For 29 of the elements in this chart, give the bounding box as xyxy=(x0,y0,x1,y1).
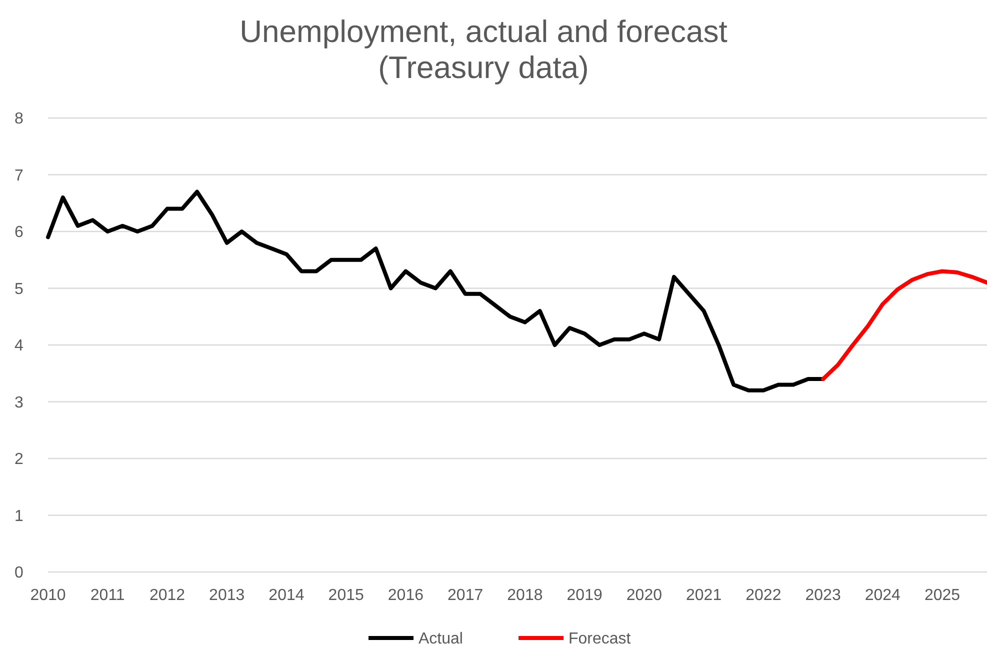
line-series xyxy=(821,269,987,382)
y-tick-label: 8 xyxy=(14,110,24,128)
x-tick-label: 2024 xyxy=(864,587,901,604)
x-tick-label: 2020 xyxy=(626,587,662,604)
x-tick-label: 2017 xyxy=(448,587,484,604)
x-tick-label: 2022 xyxy=(746,587,782,604)
y-tick-label: 7 xyxy=(14,167,24,184)
x-tick-label: 2011 xyxy=(90,587,125,604)
x-tick-label: 2010 xyxy=(30,587,66,604)
y-tick-label: 6 xyxy=(14,224,24,242)
x-tick-label: 2019 xyxy=(566,587,602,604)
y-tick-label: 5 xyxy=(14,280,24,298)
x-tick-label: 2023 xyxy=(805,587,841,604)
x-tick-label: 2021 xyxy=(686,587,722,604)
chart-title: Unemployment, actual and forecast (Treasury data) xyxy=(240,14,728,85)
x-tick-label: 2016 xyxy=(388,587,424,604)
y-tick-label: 1 xyxy=(14,508,24,525)
y-tick-label: 0 xyxy=(14,564,24,582)
x-tick-label: 2015 xyxy=(328,587,364,604)
x-tick-label: 2012 xyxy=(149,587,186,604)
legend-label: Actual xyxy=(418,630,463,648)
y-tick-label: 3 xyxy=(14,394,24,412)
x-tick-label: 2014 xyxy=(268,587,304,604)
x-tick-label: 2013 xyxy=(209,587,245,604)
legend-label: Forecast xyxy=(568,630,632,648)
y-tick-label: 2 xyxy=(14,451,24,468)
x-tick-label: 2018 xyxy=(507,587,543,604)
y-tick-label: 4 xyxy=(14,338,24,355)
x-tick-label: 2025 xyxy=(924,587,960,604)
